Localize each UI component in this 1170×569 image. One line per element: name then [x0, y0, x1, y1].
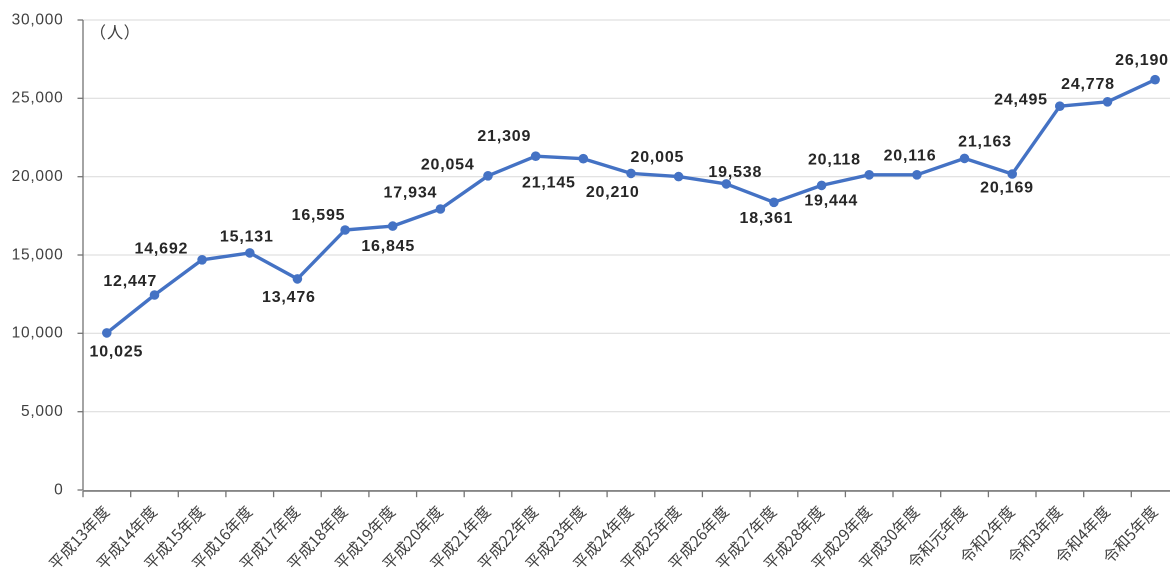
svg-text:12,447: 12,447: [103, 273, 157, 290]
svg-text:24,778: 24,778: [1061, 76, 1115, 93]
svg-text:19,538: 19,538: [708, 164, 762, 181]
svg-text:19,444: 19,444: [804, 192, 858, 209]
svg-text:15,000: 15,000: [12, 246, 64, 263]
svg-text:14,692: 14,692: [135, 241, 189, 258]
svg-text:16,595: 16,595: [292, 207, 346, 224]
svg-text:20,116: 20,116: [884, 148, 937, 165]
svg-text:26,190: 26,190: [1115, 52, 1169, 69]
svg-text:20,054: 20,054: [421, 156, 475, 173]
svg-text:24,495: 24,495: [994, 92, 1048, 109]
svg-text:18,361: 18,361: [740, 210, 794, 227]
svg-text:20,005: 20,005: [631, 149, 685, 166]
svg-text:17,934: 17,934: [384, 185, 438, 202]
svg-text:10,000: 10,000: [12, 325, 64, 342]
svg-text:20,118: 20,118: [808, 152, 861, 169]
svg-text:21,145: 21,145: [522, 175, 576, 192]
svg-text:21,309: 21,309: [477, 128, 531, 145]
svg-text:20,169: 20,169: [980, 180, 1034, 197]
svg-text:15,131: 15,131: [220, 229, 274, 246]
svg-text:13,476: 13,476: [262, 289, 316, 306]
svg-text:20,000: 20,000: [12, 168, 64, 185]
svg-text:25,000: 25,000: [12, 90, 64, 107]
svg-text:0: 0: [54, 481, 63, 498]
svg-text:16,845: 16,845: [361, 238, 415, 255]
svg-text:21,163: 21,163: [958, 134, 1012, 151]
svg-text:10,025: 10,025: [90, 344, 144, 361]
svg-text:30,000: 30,000: [12, 11, 64, 28]
svg-text:5,000: 5,000: [21, 403, 64, 420]
svg-text:20,210: 20,210: [586, 184, 640, 201]
